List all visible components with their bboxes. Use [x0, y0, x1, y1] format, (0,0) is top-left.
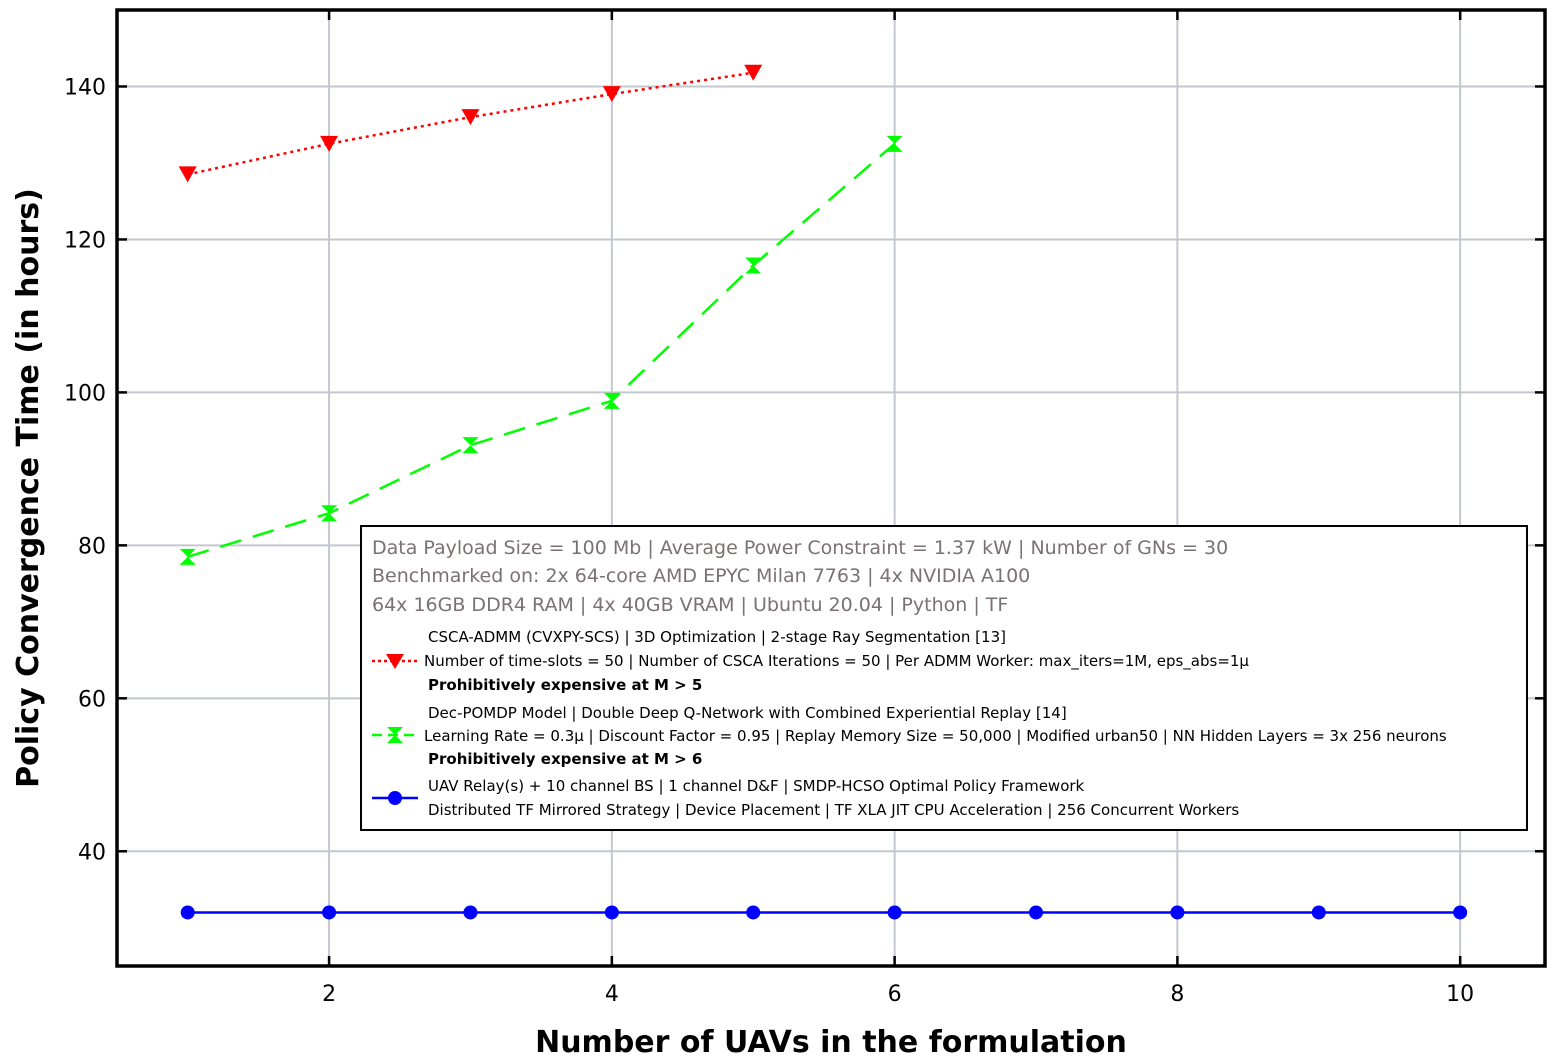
- series-layer: [178, 64, 1468, 920]
- point-pomdp: [603, 392, 620, 409]
- x-tick-label: 4: [605, 982, 619, 1007]
- x-tick-label: 6: [888, 982, 902, 1007]
- y-axis-label: Policy Convergence Time (in hours): [11, 188, 46, 788]
- legend-info-line-2: Benchmarked on: 2x 64-core AMD EPYC Mila…: [372, 565, 1031, 587]
- legend-csca-line-3: Prohibitively expensive at M > 5: [428, 676, 703, 694]
- series-line-pomdp: [187, 142, 896, 558]
- point-uav: [1311, 905, 1326, 920]
- legend-handle-pomdp: [372, 727, 418, 743]
- x-axis-label: Number of UAVs in the formulation: [535, 1025, 1127, 1060]
- point-pomdp: [745, 257, 762, 274]
- point-pomdp: [462, 437, 479, 454]
- legend: Data Payload Size = 100 Mb | Average Pow…: [360, 525, 1528, 831]
- x-tick-label: 10: [1446, 982, 1474, 1007]
- legend-csca-line-2: Number of time-slots = 50 | Number of CS…: [424, 652, 1249, 670]
- x-tick-label: 8: [1170, 982, 1184, 1007]
- y-tick-label: 120: [64, 228, 106, 253]
- legend-pomdp-line-2: Learning Rate = 0.3μ | Discount Factor =…: [424, 727, 1447, 745]
- point-uav: [1029, 905, 1044, 920]
- point-csca: [178, 166, 197, 183]
- axis-ticks: 2 4 6 8 10 40 60 80 100 120 140: [64, 10, 1545, 1007]
- grid-lines: [117, 10, 1545, 966]
- point-uav: [746, 905, 761, 920]
- y-tick-label: 80: [78, 534, 106, 559]
- point-uav: [1170, 905, 1185, 920]
- point-pomdp: [179, 548, 196, 565]
- y-tick-label: 140: [64, 75, 106, 100]
- legend-uav-line-1: UAV Relay(s) + 10 channel BS | 1 channel…: [428, 777, 1085, 795]
- point-pomdp: [321, 505, 338, 522]
- point-csca: [602, 86, 621, 103]
- point-uav: [180, 905, 195, 920]
- y-tick-label: 40: [78, 840, 106, 865]
- legend-csca-line-1: CSCA-ADMM (CVXPY-SCS) | 3D Optimization …: [428, 628, 1006, 646]
- legend-pomdp-line-1: Dec-POMDP Model | Double Deep Q-Network …: [428, 704, 1067, 722]
- legend-pomdp-line-3: Prohibitively expensive at M > 6: [428, 750, 703, 768]
- legend-handle-csca: [372, 654, 418, 669]
- point-uav: [887, 905, 902, 920]
- y-tick-label: 60: [78, 687, 106, 712]
- point-pomdp: [886, 135, 903, 152]
- legend-info-line-1: Data Payload Size = 100 Mb | Average Pow…: [372, 537, 1229, 559]
- point-uav: [1453, 905, 1468, 920]
- legend-info-line-3: 64x 16GB DDR4 RAM | 4x 40GB VRAM | Ubunt…: [372, 594, 1009, 616]
- x-tick-label: 2: [322, 982, 336, 1007]
- point-uav: [604, 905, 619, 920]
- y-tick-label: 100: [64, 381, 106, 406]
- point-csca: [320, 135, 339, 152]
- legend-handle-uav: [372, 791, 418, 805]
- point-csca: [744, 64, 763, 81]
- legend-uav-line-2: Distributed TF Mirrored Strategy | Devic…: [428, 801, 1240, 819]
- plot-frame: [115, 8, 1547, 968]
- point-uav: [322, 905, 337, 920]
- point-uav: [463, 905, 478, 920]
- point-csca: [461, 109, 480, 126]
